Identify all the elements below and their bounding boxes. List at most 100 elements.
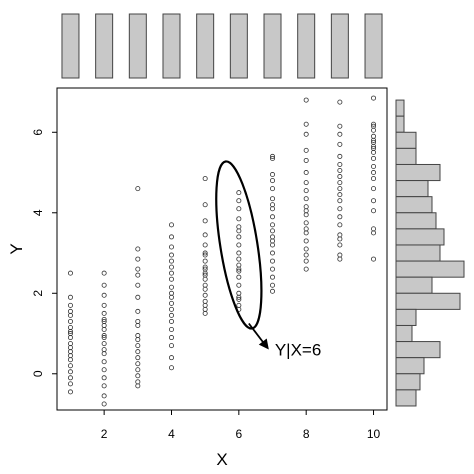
data-point bbox=[202, 232, 208, 238]
x-axis: 2 4 6 8 10 bbox=[101, 409, 381, 441]
data-point bbox=[135, 266, 141, 272]
data-point bbox=[135, 367, 141, 373]
data-point bbox=[135, 256, 141, 262]
x-tick-label: 2 bbox=[101, 427, 108, 441]
data-point bbox=[371, 143, 377, 149]
data-point bbox=[303, 121, 309, 127]
data-point bbox=[168, 258, 174, 264]
top-marginal-bar bbox=[128, 13, 147, 79]
data-point bbox=[303, 230, 309, 236]
data-point bbox=[168, 270, 174, 276]
data-point bbox=[371, 123, 377, 129]
data-point bbox=[337, 214, 343, 220]
data-point bbox=[236, 256, 242, 262]
data-point bbox=[135, 373, 141, 379]
data-point bbox=[236, 234, 242, 240]
right-marginal-bar bbox=[395, 212, 437, 230]
data-point bbox=[168, 234, 174, 240]
data-point bbox=[371, 226, 377, 232]
data-point bbox=[202, 272, 208, 278]
data-point bbox=[202, 176, 208, 182]
data-point bbox=[270, 282, 276, 288]
data-point bbox=[135, 355, 141, 361]
data-point bbox=[303, 97, 309, 103]
data-point bbox=[236, 262, 242, 268]
data-point bbox=[337, 186, 343, 192]
y-axis-title: Y bbox=[7, 243, 26, 254]
data-point bbox=[202, 202, 208, 208]
data-point bbox=[303, 246, 309, 252]
data-point bbox=[303, 170, 309, 176]
data-point bbox=[236, 250, 242, 256]
right-marginal-bar bbox=[395, 308, 417, 326]
data-point bbox=[337, 252, 343, 258]
right-marginal-bar bbox=[395, 196, 433, 214]
data-point bbox=[270, 274, 276, 280]
data-point bbox=[337, 222, 343, 228]
y-axis: 0 2 4 6 bbox=[31, 129, 58, 377]
data-point bbox=[303, 157, 309, 163]
data-point bbox=[371, 127, 377, 133]
x-tick-label: 6 bbox=[235, 427, 242, 441]
data-point bbox=[303, 266, 309, 272]
data-point bbox=[67, 335, 73, 341]
data-point bbox=[337, 232, 343, 238]
data-point bbox=[270, 234, 276, 240]
data-point bbox=[371, 137, 377, 143]
data-point bbox=[337, 198, 343, 204]
data-point bbox=[101, 347, 107, 353]
data-point bbox=[303, 204, 309, 210]
data-point bbox=[202, 218, 208, 224]
data-point bbox=[371, 133, 377, 139]
data-point bbox=[202, 306, 208, 312]
right-marginal-bar bbox=[395, 228, 445, 246]
data-point bbox=[67, 331, 73, 337]
data-point bbox=[303, 226, 309, 232]
data-point bbox=[168, 365, 174, 371]
data-point bbox=[337, 174, 343, 180]
data-point bbox=[168, 294, 174, 300]
data-point bbox=[168, 355, 174, 361]
data-point bbox=[371, 208, 377, 214]
y-tick-label: 6 bbox=[31, 129, 45, 136]
data-point bbox=[202, 258, 208, 264]
data-point bbox=[337, 123, 343, 129]
right-marginal-bar bbox=[395, 276, 433, 294]
data-point bbox=[101, 322, 107, 328]
data-point bbox=[168, 300, 174, 306]
right-marginal-bar bbox=[395, 99, 405, 117]
data-point bbox=[236, 242, 242, 248]
right-marginal-bar bbox=[395, 180, 429, 198]
x-tick-label: 4 bbox=[168, 427, 175, 441]
data-point bbox=[168, 318, 174, 324]
right-marginal-bar bbox=[395, 357, 425, 375]
data-point bbox=[270, 178, 276, 184]
data-point bbox=[202, 266, 208, 272]
right-marginal-bar bbox=[395, 373, 421, 391]
top-marginal-bar bbox=[364, 13, 383, 79]
data-point bbox=[101, 359, 107, 365]
data-point bbox=[303, 131, 309, 137]
x-tick-label: 8 bbox=[303, 427, 310, 441]
data-point bbox=[236, 266, 242, 272]
data-point bbox=[202, 286, 208, 292]
data-point bbox=[168, 276, 174, 282]
data-point bbox=[371, 198, 377, 204]
data-point bbox=[202, 302, 208, 308]
data-point bbox=[337, 236, 343, 242]
data-point bbox=[135, 282, 141, 288]
top-marginal-bar bbox=[196, 13, 215, 79]
data-point bbox=[236, 216, 242, 222]
data-point bbox=[168, 284, 174, 290]
data-point bbox=[168, 244, 174, 250]
data-point bbox=[337, 161, 343, 167]
data-point bbox=[236, 206, 242, 212]
data-point bbox=[270, 228, 276, 234]
data-point bbox=[67, 353, 73, 359]
data-point bbox=[270, 214, 276, 220]
data-point bbox=[67, 312, 73, 318]
data-point bbox=[303, 196, 309, 202]
data-point bbox=[67, 381, 73, 387]
data-point bbox=[371, 230, 377, 236]
